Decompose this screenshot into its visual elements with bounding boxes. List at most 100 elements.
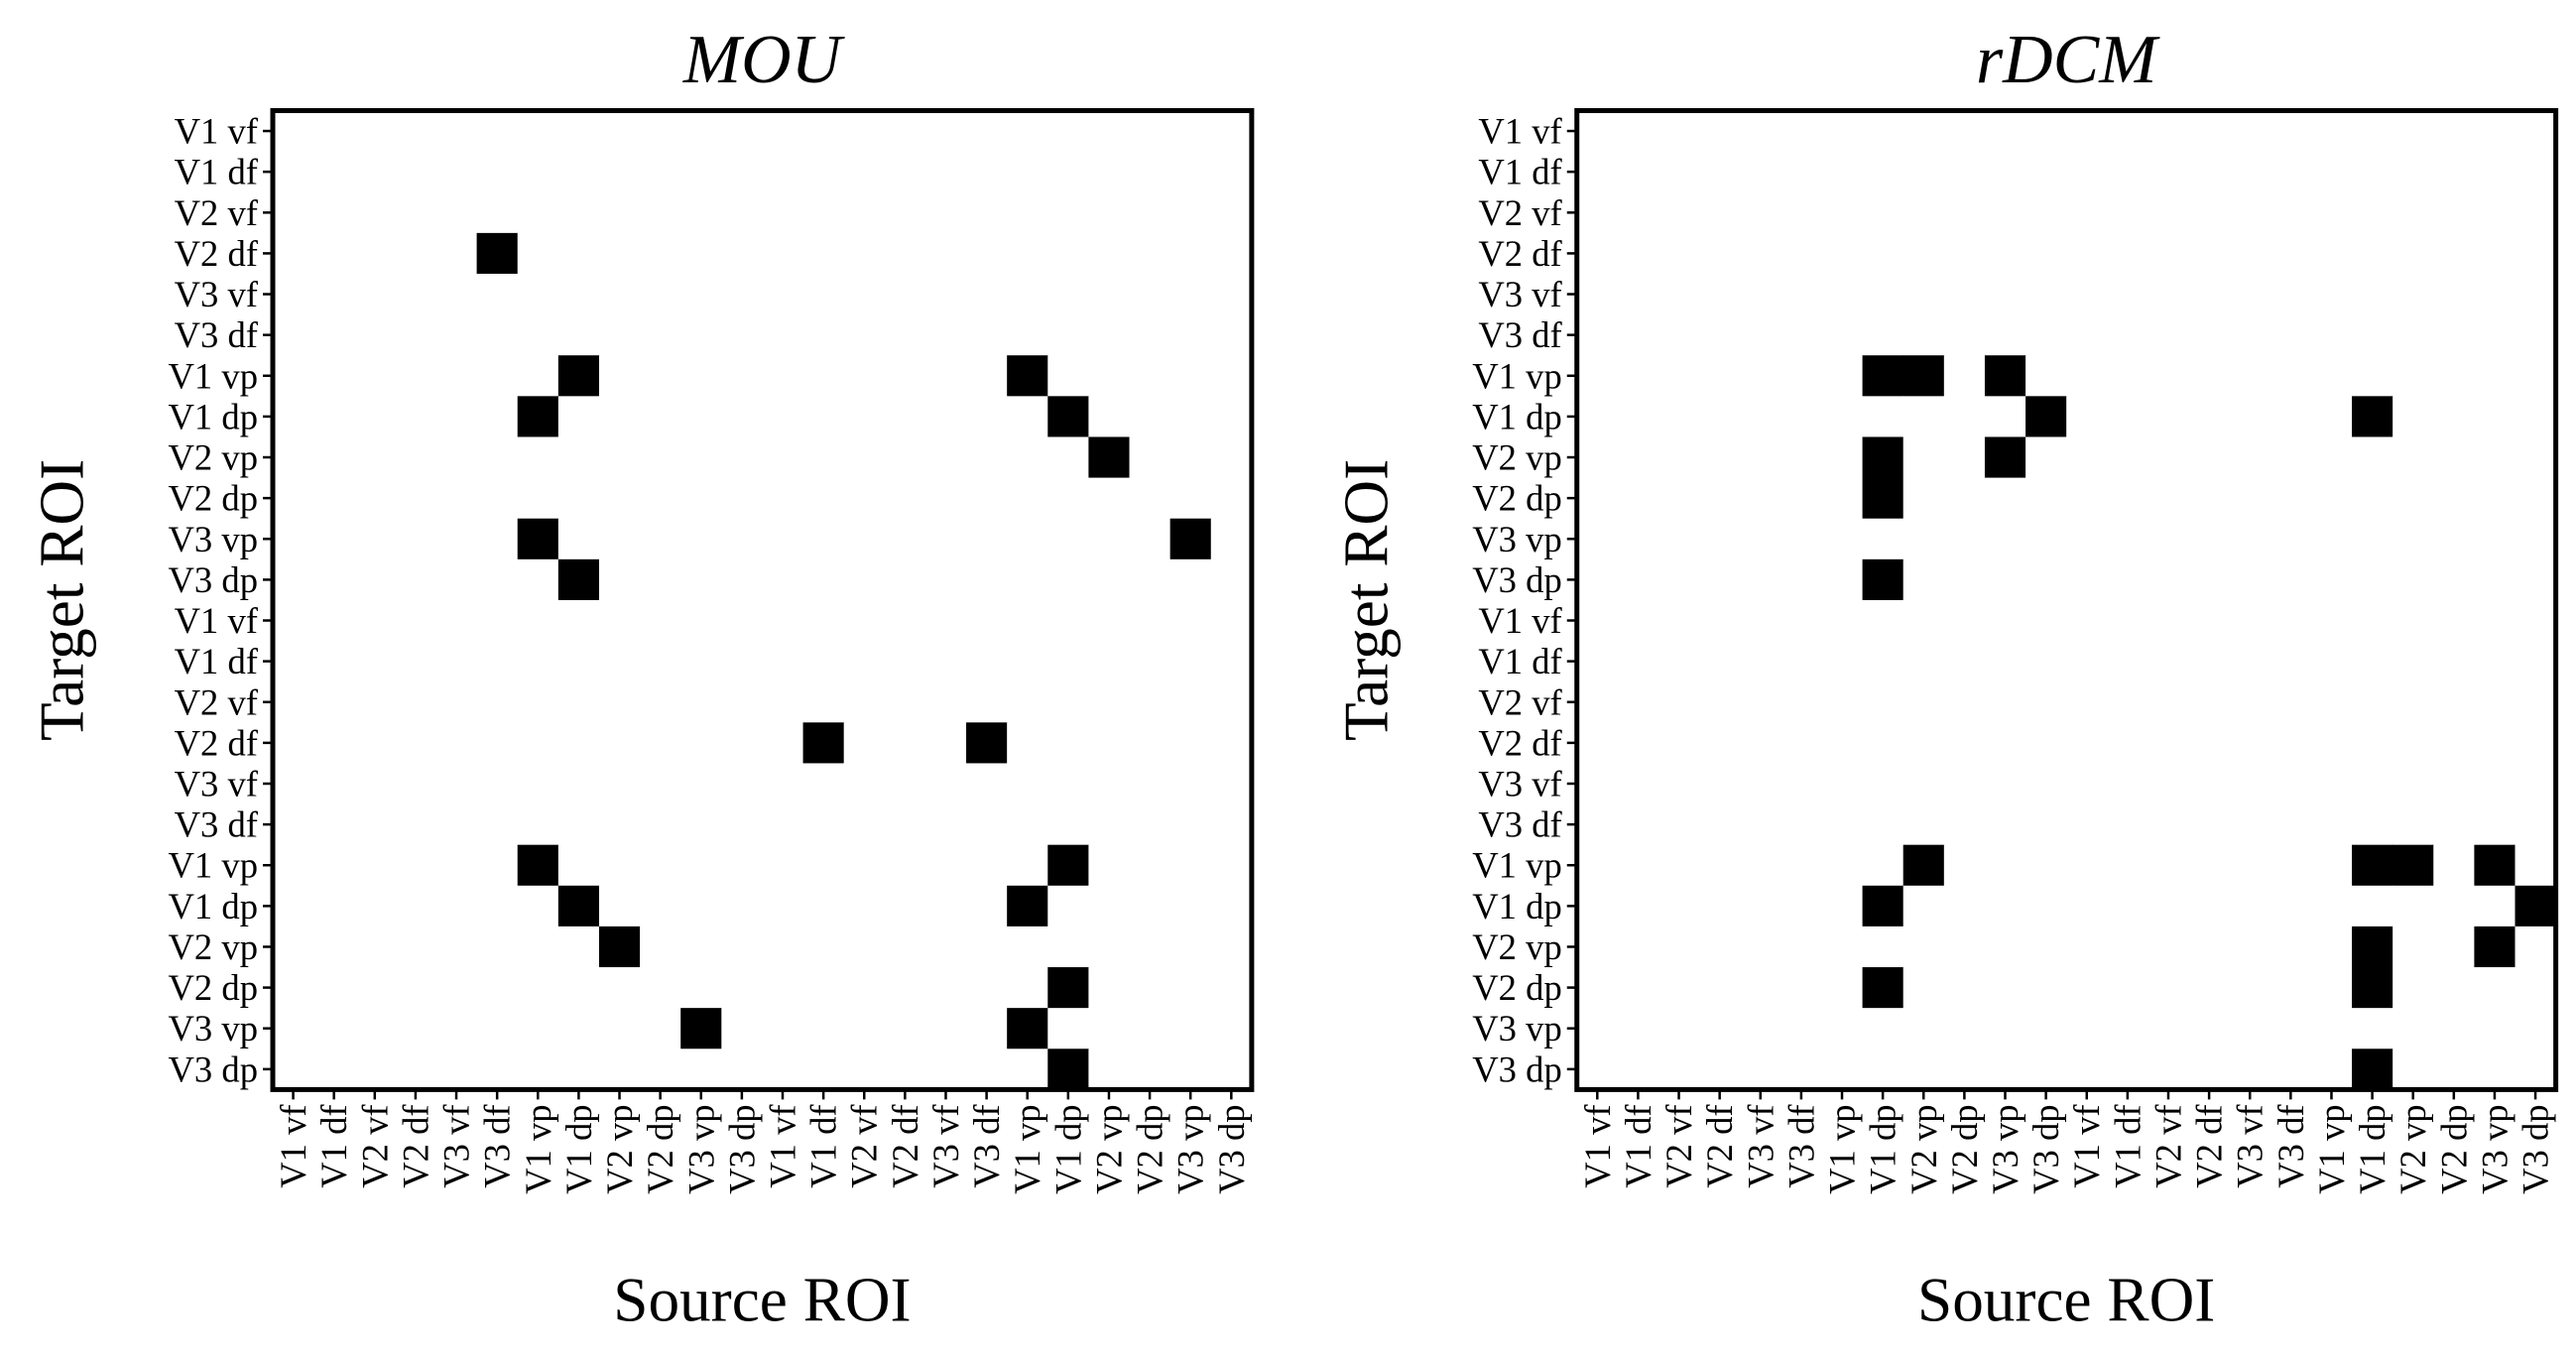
cell — [762, 191, 804, 234]
cell — [2107, 477, 2148, 520]
cell — [2392, 641, 2434, 682]
cell — [1862, 722, 1904, 764]
cell — [1129, 844, 1171, 887]
cell — [1129, 599, 1171, 642]
cell — [762, 110, 804, 153]
cell — [1210, 314, 1253, 356]
cell — [1740, 681, 1781, 723]
cell — [1576, 396, 1619, 437]
cell — [2474, 518, 2516, 560]
cell — [924, 396, 967, 437]
cell — [966, 355, 1008, 397]
cell — [1576, 763, 1619, 805]
cell — [1699, 885, 1741, 927]
cell — [2310, 641, 2353, 682]
cell — [272, 518, 314, 560]
cell — [1740, 191, 1781, 234]
cell — [2310, 355, 2353, 397]
y-tick-label: V2 df — [1478, 722, 1562, 763]
cell — [598, 558, 641, 601]
cell — [476, 232, 519, 275]
cell — [884, 844, 926, 887]
cell — [2433, 151, 2475, 193]
cell — [2147, 477, 2190, 520]
cell — [557, 314, 600, 356]
cell — [517, 151, 559, 193]
cell — [2025, 925, 2067, 968]
cell — [476, 925, 519, 968]
cell — [1088, 396, 1131, 437]
cell — [2188, 1049, 2231, 1090]
cell — [1862, 110, 1904, 153]
cell — [1657, 844, 1700, 887]
cell — [2188, 967, 2231, 1009]
cell — [802, 518, 845, 560]
cell — [1129, 110, 1171, 153]
cell — [2433, 110, 2475, 153]
cell — [680, 396, 722, 437]
x-tick-label: V1 dp — [1863, 1104, 1903, 1194]
cell — [966, 641, 1008, 682]
cell — [354, 232, 396, 275]
cell — [2107, 436, 2148, 479]
y-tick-label: V3 dp — [169, 1049, 259, 1089]
cell — [1862, 885, 1904, 927]
cell — [802, 558, 845, 601]
cell — [2392, 477, 2434, 520]
cell — [1169, 518, 1212, 560]
cell — [1943, 191, 1986, 234]
cell — [2066, 844, 2108, 887]
cell — [924, 967, 967, 1009]
cell — [1984, 355, 2026, 397]
cell — [1943, 436, 1986, 479]
cell — [598, 355, 641, 397]
cell — [2310, 232, 2353, 275]
cell — [1821, 436, 1864, 479]
cell — [1821, 844, 1864, 887]
cell — [2515, 599, 2557, 642]
cell — [1576, 844, 1619, 887]
y-tick-label: V2 vf — [1478, 681, 1562, 722]
cell — [680, 1008, 722, 1049]
cell — [884, 477, 926, 520]
cell — [272, 722, 314, 764]
cell — [313, 763, 355, 805]
cell — [1740, 844, 1781, 887]
cell — [2352, 844, 2393, 887]
cell — [884, 763, 926, 805]
cell — [517, 314, 559, 356]
cell — [721, 763, 763, 805]
cell — [1984, 232, 2026, 275]
cell — [1169, 232, 1212, 275]
cell — [2474, 763, 2516, 805]
cell — [1943, 558, 1986, 601]
cell — [640, 558, 681, 601]
cell — [1780, 803, 1822, 846]
cell — [884, 641, 926, 682]
cell — [2352, 477, 2393, 520]
cell — [1007, 151, 1048, 193]
cell — [680, 518, 722, 560]
cell — [1088, 1049, 1131, 1090]
cell — [2392, 925, 2434, 968]
cell — [1129, 558, 1171, 601]
x-tick-label: V1 vp — [518, 1104, 558, 1194]
cell — [1821, 925, 1864, 968]
x-tick-label: V1 vf — [763, 1104, 803, 1188]
y-tick-label: V2 df — [1478, 233, 1562, 274]
cell — [1984, 763, 2026, 805]
cell — [2474, 396, 2516, 437]
cell — [1780, 967, 1822, 1009]
cell — [1699, 110, 1741, 153]
cell — [2352, 967, 2393, 1009]
cell — [598, 110, 641, 153]
cell — [2066, 681, 2108, 723]
cell — [2107, 599, 2148, 642]
cell — [598, 151, 641, 193]
cell — [680, 641, 722, 682]
cell — [1821, 191, 1864, 234]
cell — [313, 314, 355, 356]
cell — [354, 925, 396, 968]
cell — [395, 803, 436, 846]
cell — [721, 558, 763, 601]
